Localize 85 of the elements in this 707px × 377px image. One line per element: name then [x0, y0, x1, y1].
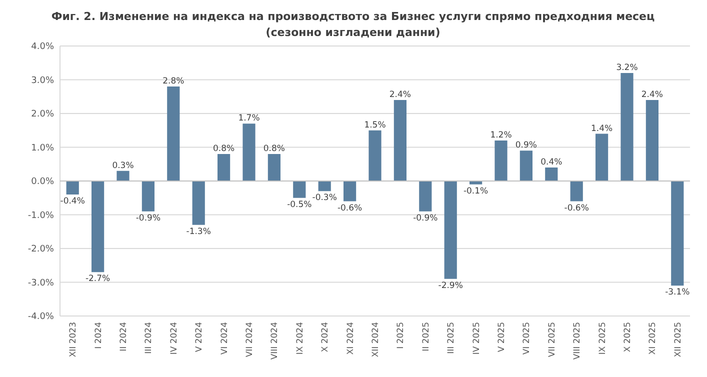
- bar: [494, 140, 508, 181]
- x-tick-label: VIII 2024: [270, 322, 280, 360]
- bar: [620, 73, 634, 181]
- data-label: -0.3%: [312, 193, 337, 204]
- x-tick-label: III 2024: [144, 322, 154, 354]
- x-tick-label: IV 2025: [472, 322, 482, 355]
- bar: [444, 181, 457, 279]
- data-label: 1.7%: [238, 114, 260, 124]
- data-label: 0.3%: [112, 160, 134, 171]
- bar: [192, 181, 205, 225]
- x-tick-label: X 2024: [320, 322, 331, 352]
- y-tick-label: -2.0%: [28, 244, 54, 255]
- x-tick-label: IX 2025: [598, 322, 608, 355]
- x-tick-label: II 2025: [421, 322, 432, 352]
- y-tick-label: -4.0%: [28, 312, 54, 322]
- bar: [66, 181, 79, 194]
- bar: [368, 130, 382, 181]
- y-tick-label: 1.0%: [31, 143, 54, 154]
- bar: [545, 168, 558, 181]
- data-label: 0.4%: [540, 158, 562, 168]
- x-tick-label: X 2025: [622, 322, 633, 352]
- bar: [318, 181, 331, 192]
- x-tick-label: III 2025: [446, 322, 457, 354]
- bar: [646, 100, 658, 181]
- y-tick-label: -3.0%: [28, 278, 54, 288]
- x-tick-label: IV 2024: [169, 322, 180, 355]
- data-label: -0.9%: [413, 213, 438, 224]
- x-tick-label: V 2025: [496, 322, 507, 352]
- x-tick-label: VI 2024: [220, 322, 230, 355]
- bar: [419, 181, 432, 212]
- data-label: -0.1%: [463, 186, 488, 196]
- data-label: -0.9%: [136, 213, 161, 224]
- x-tick-label: I 2025: [396, 322, 406, 349]
- bar: [142, 181, 154, 212]
- data-label: 2.4%: [641, 90, 664, 100]
- bar: [394, 100, 406, 181]
- data-label: 2.4%: [389, 90, 412, 100]
- y-tick-label: 0.0%: [31, 177, 54, 188]
- bar: [570, 181, 583, 202]
- x-tick-label: VII 2025: [547, 322, 558, 358]
- x-tick-label: XII 2025: [673, 322, 684, 358]
- data-label: -0.6%: [337, 203, 362, 214]
- bar: [92, 181, 104, 272]
- x-tick-label: XII 2024: [370, 322, 381, 358]
- x-tick-label: V 2024: [194, 322, 205, 352]
- data-label: -3.1%: [665, 288, 690, 298]
- bar: [116, 170, 130, 181]
- data-label: -1.3%: [186, 226, 211, 237]
- x-tick-label: XI 2024: [346, 322, 356, 355]
- data-label: -0.4%: [60, 196, 85, 206]
- x-tick-label: VII 2024: [244, 322, 255, 358]
- chart-subtitle: (сезонно изгладени данни): [266, 26, 440, 39]
- x-tick-label: II 2024: [118, 322, 129, 352]
- bar: [344, 181, 356, 202]
- x-tick-label: XI 2025: [648, 322, 658, 355]
- x-tick-label: XII 2023: [68, 322, 79, 358]
- chart-title: Фиг. 2. Изменение на индекса на производството за Бизнес услуги спрямо предходния месец: [51, 10, 655, 23]
- data-label: -0.6%: [564, 203, 589, 214]
- y-tick-label: 2.0%: [31, 110, 54, 120]
- bar: [671, 181, 684, 286]
- data-label: 1.5%: [364, 120, 386, 130]
- bar: [596, 134, 608, 181]
- bar: [242, 124, 256, 181]
- x-tick-label: IX 2024: [295, 322, 306, 355]
- data-label: 1.4%: [590, 124, 613, 134]
- bar: [268, 154, 280, 181]
- y-tick-label: -1.0%: [28, 210, 54, 221]
- data-label: 0.9%: [515, 140, 538, 151]
- data-label: 1.2%: [490, 130, 512, 140]
- data-label: -0.5%: [287, 200, 312, 210]
- y-tick-label: 3.0%: [31, 76, 54, 86]
- bar: [520, 150, 532, 181]
- bar: [293, 181, 306, 198]
- data-label: 0.8%: [212, 144, 235, 154]
- bar: [218, 154, 230, 181]
- data-label: 2.8%: [162, 76, 184, 86]
- data-label: 0.8%: [263, 144, 286, 154]
- x-tick-label: VI 2025: [522, 322, 532, 355]
- data-label: -2.7%: [85, 274, 110, 284]
- bar: [167, 86, 180, 181]
- data-label: 3.2%: [616, 63, 638, 73]
- y-tick-label: 4.0%: [31, 42, 54, 52]
- x-tick-label: VIII 2025: [572, 322, 583, 360]
- x-tick-label: I 2024: [94, 322, 104, 349]
- data-label: -2.9%: [438, 280, 463, 291]
